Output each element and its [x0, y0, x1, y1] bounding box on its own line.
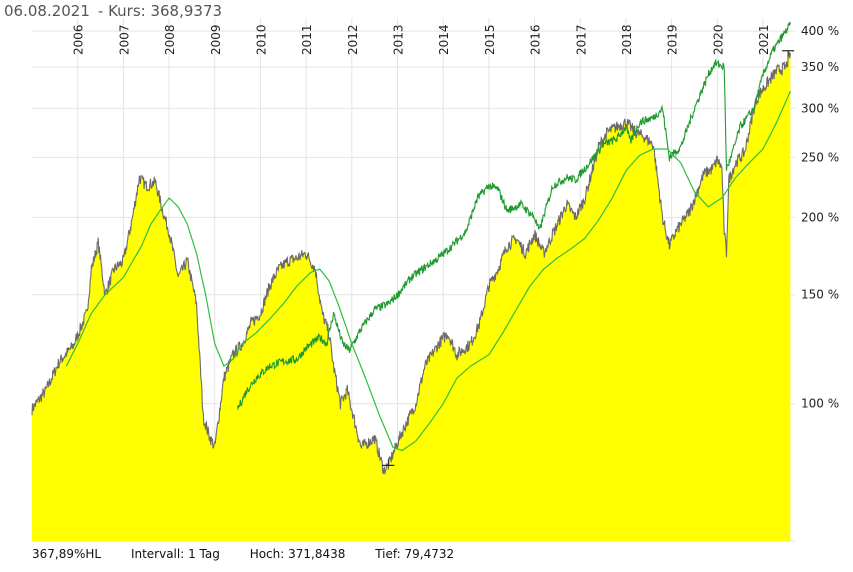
date-label: 06.08.2021	[4, 2, 90, 20]
x-tick-label: 2007	[117, 24, 131, 55]
markers	[382, 50, 795, 466]
x-tick-label: 2020	[711, 24, 725, 55]
benchmark-line	[237, 21, 791, 411]
x-tick-label: 2016	[529, 24, 543, 55]
x-tick-label: 2019	[666, 24, 680, 55]
y-axis: 100 % 150 % 200 % 250 % 300 % 350 % 400 %	[801, 24, 839, 411]
x-tick-label: 2011	[300, 24, 314, 55]
x-tick-label: 2009	[209, 24, 223, 55]
footer-stats: 367,89%HL Intervall: 1 Tag Hoch: 371,843…	[32, 547, 480, 561]
x-tick-label: 2012	[346, 24, 360, 55]
low-stat: Tief: 79,4732	[375, 547, 455, 561]
series-lines	[31, 21, 791, 475]
x-tick-label: 2006	[72, 24, 86, 55]
chart-title: 06.08.2021 - Kurs: 368,9373	[4, 2, 222, 20]
y-tick-label: 150 %	[801, 288, 839, 302]
x-tick-label: 2021	[757, 24, 771, 55]
x-tick-label: 2018	[620, 24, 634, 55]
price-area-fill	[32, 52, 791, 542]
y-tick-label: 100 %	[801, 397, 839, 411]
x-tick-label: 2008	[163, 24, 177, 55]
y-tick-label: 400 %	[801, 24, 839, 38]
y-tick-label: 300 %	[801, 101, 839, 115]
x-tick-label: 2013	[392, 24, 406, 55]
x-tick-label: 2014	[437, 24, 451, 55]
moving-average-line	[65, 90, 791, 452]
y-tick-label: 200 %	[801, 210, 839, 224]
change-stat: 367,89%HL	[32, 547, 102, 561]
price-label: - Kurs: 368,9373	[97, 2, 223, 20]
price-line	[31, 51, 791, 475]
price-area	[32, 52, 791, 542]
y-tick-label: 250 %	[801, 150, 839, 164]
high-stat: Hoch: 371,8438	[249, 547, 346, 561]
x-axis: 2006 2007 2008 2009 2010 2011 2012 2013 2014 2015…	[72, 24, 771, 55]
x-tick-label: 2017	[574, 24, 588, 55]
y-tick-label: 350 %	[801, 60, 839, 74]
interval-stat: Intervall: 1 Tag	[130, 547, 220, 561]
x-tick-label: 2015	[483, 24, 497, 55]
x-tick-label: 2010	[254, 24, 268, 55]
